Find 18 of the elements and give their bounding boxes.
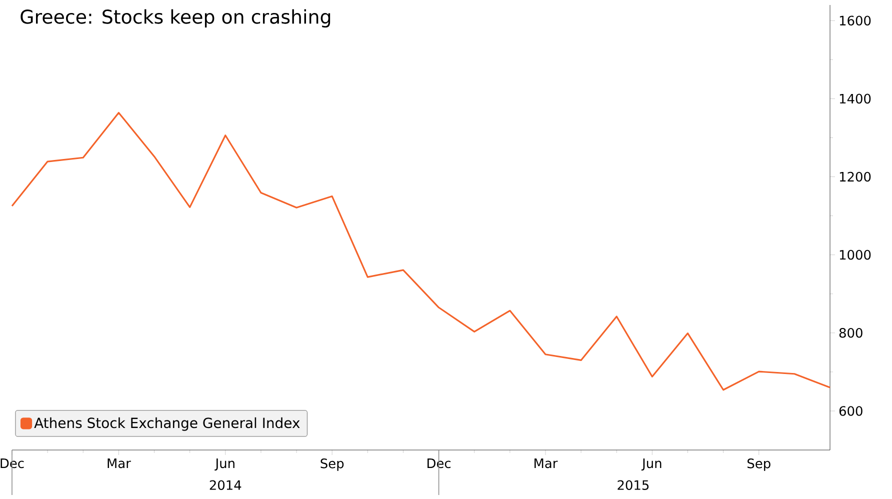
x-tick-label: Jun (214, 458, 234, 471)
x-tick-label: Mar (534, 458, 558, 468)
x2-tick-label: 2015 (618, 480, 649, 490)
y-tick-label: 1000 (840, 250, 871, 260)
x-tick-label: Dec (428, 458, 451, 468)
x-tick-label: Sep (748, 458, 770, 471)
y-tick-label: 800 (839, 328, 862, 338)
legend-label: Athens Stock Exchange General Index (34, 417, 300, 431)
y-tick-label: 600 (839, 406, 862, 416)
y-tick-label: 1200 (840, 172, 871, 182)
chart-title: Greece: Stocks keep on crashing (20, 9, 330, 28)
x-tick-label: Dec (0, 458, 24, 468)
x-tick-label: Sep (320, 458, 344, 471)
x2-tick-label: 2014 (210, 480, 242, 490)
y-tick-label: 1400 (840, 94, 871, 104)
x-tick-label: Jun (641, 458, 662, 471)
x-tick-label: Mar (108, 458, 131, 468)
y-tick-label: 1600 (840, 16, 871, 26)
